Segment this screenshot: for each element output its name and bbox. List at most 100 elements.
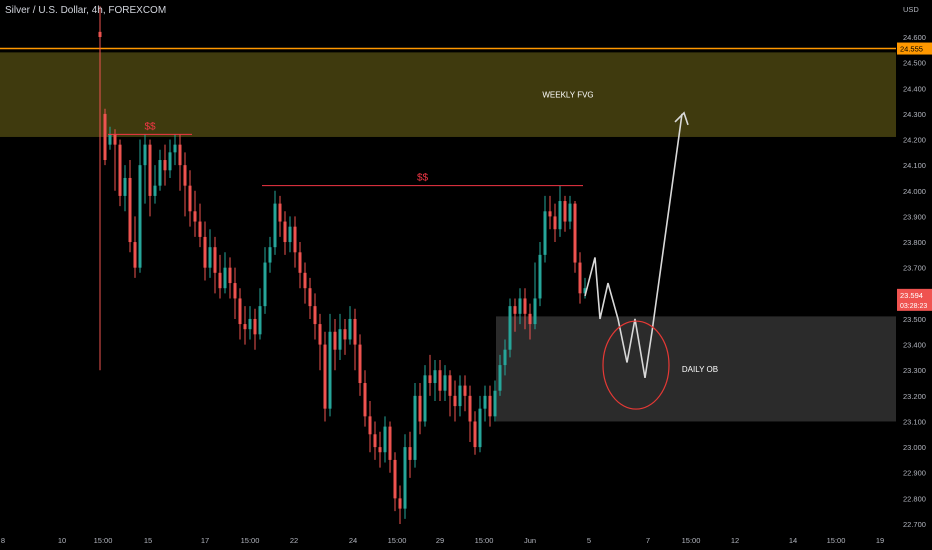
- candle-body: [558, 201, 562, 230]
- candle-body: [173, 144, 177, 153]
- candle-body: [123, 177, 127, 196]
- candle-body: [453, 395, 457, 407]
- candle-body: [468, 395, 472, 422]
- candle-body: [218, 272, 222, 289]
- candle-body: [428, 375, 432, 384]
- currency-label: USD: [903, 5, 919, 14]
- candle-body: [483, 395, 487, 409]
- axis-layer: 24.600 24.500 24.400 24.300 24.200 24.100 24.0…: [1, 5, 932, 545]
- x-tick-label: 8: [1, 536, 5, 545]
- target-circle: [602, 320, 670, 410]
- y-tick-label: 24.600: [903, 33, 926, 42]
- candle-body: [188, 185, 192, 212]
- candle-body: [293, 226, 297, 253]
- x-tick-label: 15:00: [241, 536, 260, 545]
- candle-body: [243, 324, 247, 330]
- candle-body: [148, 144, 152, 196]
- candle-body: [493, 390, 497, 417]
- candle-body: [338, 329, 342, 350]
- candle-body: [348, 318, 352, 340]
- x-tick-label: 15:00: [475, 536, 494, 545]
- candle-body: [458, 385, 462, 407]
- zone-weekly-fvg: [0, 52, 896, 137]
- candle-body: [133, 242, 137, 268]
- candle-body: [273, 203, 277, 248]
- candle-body: [498, 365, 502, 391]
- candle-body: [503, 349, 507, 366]
- y-tick-label: 23.900: [903, 212, 926, 221]
- y-tick-label: 24.000: [903, 187, 926, 196]
- y-tick-label: 23.100: [903, 417, 926, 426]
- zone-label: WEEKLY FVG: [542, 91, 593, 100]
- candle-body: [278, 203, 282, 222]
- y-tick-label: 23.300: [903, 366, 926, 375]
- candle-body: [143, 144, 147, 166]
- x-tick-label: 19: [876, 536, 884, 545]
- y-tick-label: 23.800: [903, 238, 926, 247]
- candle-body: [193, 211, 197, 222]
- candle-body: [463, 385, 467, 396]
- x-tick-label: Jun: [524, 536, 536, 545]
- candle-body: [158, 160, 162, 186]
- candle-body: [138, 165, 142, 268]
- x-tick-label: 17: [201, 536, 209, 545]
- candle-body: [263, 262, 267, 307]
- candle-body: [523, 298, 527, 314]
- candle-body: [223, 267, 227, 289]
- candle-body: [298, 252, 302, 273]
- y-tick-label: 23.500: [903, 315, 926, 324]
- candle-body: [203, 236, 207, 268]
- candle-body: [528, 313, 532, 325]
- candle-body: [128, 177, 132, 243]
- candle-body: [333, 331, 337, 350]
- candle-body: [478, 408, 482, 448]
- candle-body: [318, 324, 322, 345]
- candle-body: [178, 144, 182, 166]
- x-tick-label: 22: [290, 536, 298, 545]
- candle-body: [228, 267, 232, 284]
- candle-body: [548, 211, 552, 217]
- candle-body: [288, 226, 292, 243]
- last-price-badge: [897, 288, 932, 311]
- candle-body: [103, 113, 107, 161]
- candle-body: [418, 395, 422, 422]
- candle-body: [253, 318, 257, 335]
- price-line-value: 24.555: [900, 45, 923, 54]
- candle-body: [258, 306, 262, 335]
- candle-body: [413, 395, 417, 460]
- y-tick-label: 23.700: [903, 264, 926, 273]
- candle-body: [328, 331, 332, 409]
- candle-body: [368, 416, 372, 435]
- candle-body: [423, 375, 427, 422]
- candle-body: [323, 344, 327, 409]
- candle-body: [233, 283, 237, 299]
- candle-body: [408, 447, 412, 460]
- x-tick-label: 24: [349, 536, 357, 545]
- liquidity-label: $$: [144, 121, 156, 132]
- candle-body: [118, 144, 122, 196]
- candle-body: [153, 185, 157, 196]
- candles-layer: [98, 6, 587, 524]
- candle-body: [283, 221, 287, 243]
- x-tick-label: 15:00: [94, 536, 113, 545]
- x-tick-label: 29: [436, 536, 444, 545]
- candle-body: [303, 272, 307, 289]
- candle-body: [378, 447, 382, 453]
- candle-body: [363, 383, 367, 417]
- y-tick-label: 22.700: [903, 520, 926, 529]
- candle-body: [538, 254, 542, 299]
- candle-body: [398, 498, 402, 509]
- last-price-value: 23.594: [900, 291, 923, 300]
- candle-body: [183, 165, 187, 186]
- candle-body: [533, 298, 537, 325]
- candle-body: [373, 434, 377, 448]
- projection-path: [584, 113, 683, 379]
- x-tick-label: 14: [789, 536, 797, 545]
- x-tick-label: 12: [731, 536, 739, 545]
- candle-body: [98, 31, 102, 37]
- candle-body: [473, 421, 477, 448]
- candle-body: [508, 306, 512, 350]
- x-tick-label: 15:00: [388, 536, 407, 545]
